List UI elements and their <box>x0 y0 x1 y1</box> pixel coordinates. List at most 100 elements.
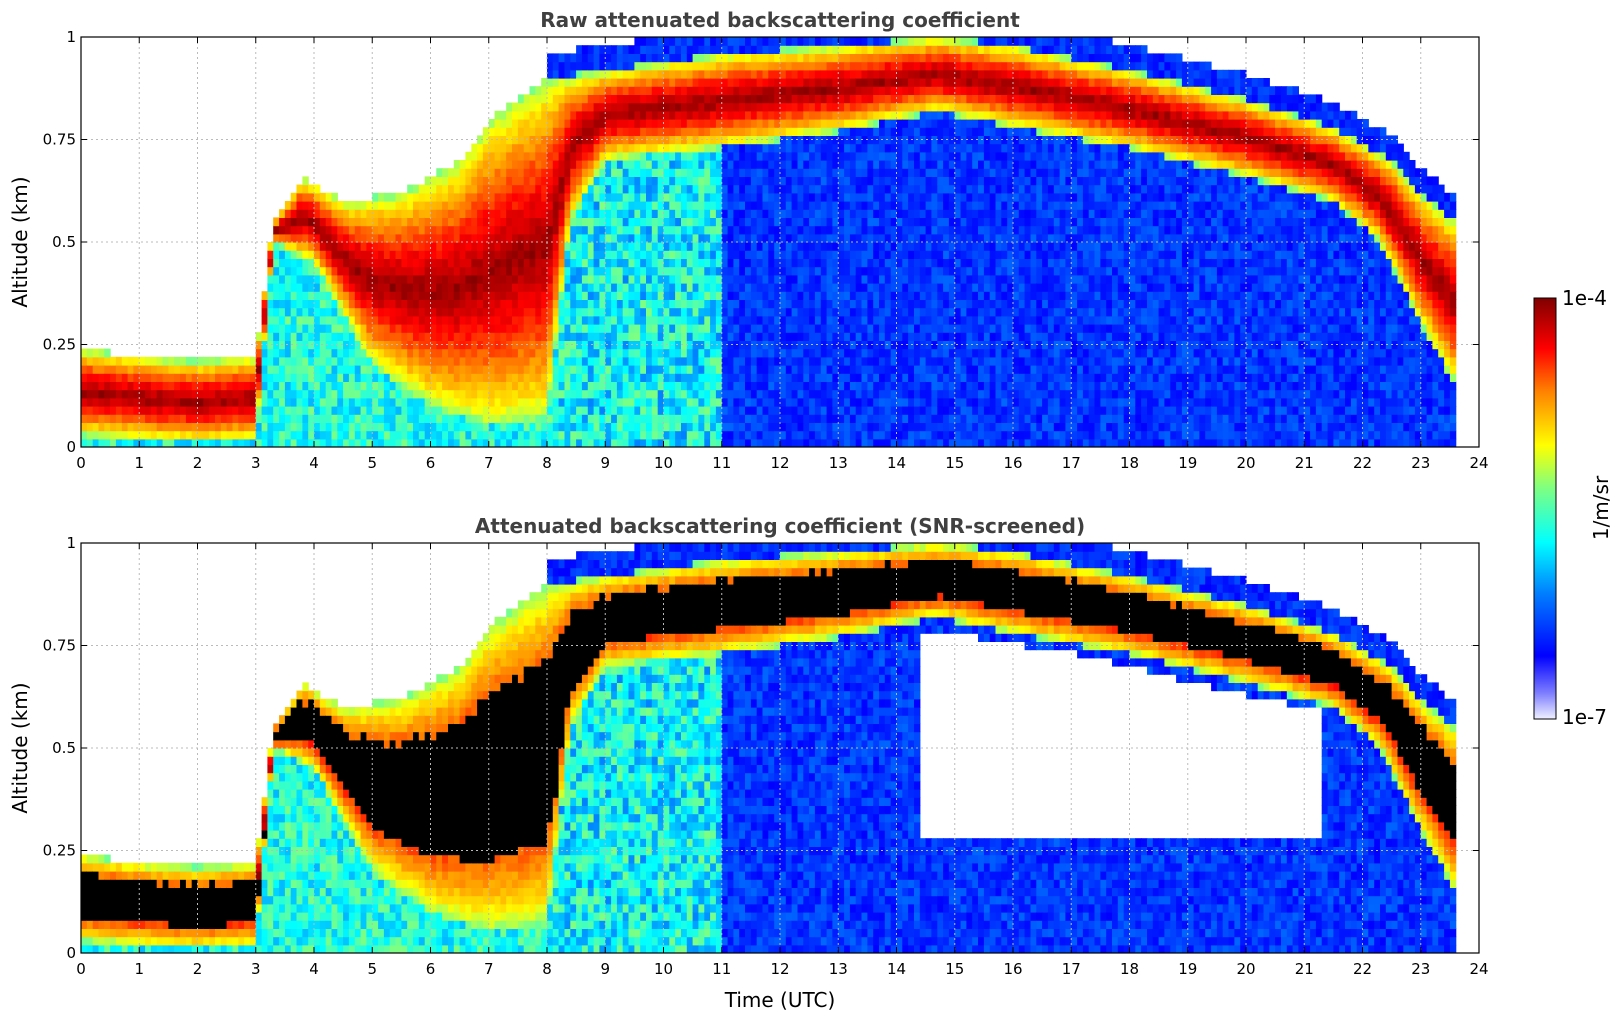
heatmap-cell <box>459 258 466 268</box>
heatmap-cell <box>319 422 327 432</box>
heatmap-cell <box>721 94 729 104</box>
heatmap-cell <box>692 340 699 350</box>
heatmap-cell <box>785 406 793 415</box>
heatmap-cell <box>185 356 193 366</box>
heatmap-cell <box>547 217 554 227</box>
heatmap-cell <box>785 217 793 227</box>
heatmap-cell <box>523 397 531 407</box>
heatmap-cell <box>809 168 816 177</box>
heatmap-cell <box>331 233 338 243</box>
heatmap-cell <box>686 110 694 120</box>
heatmap-cell <box>273 397 280 407</box>
heatmap-cell <box>739 119 746 128</box>
heatmap-cell <box>564 397 571 407</box>
heatmap-cell <box>634 225 641 235</box>
heatmap-cell <box>424 414 432 423</box>
heatmap-cell <box>442 225 449 235</box>
heatmap-cell <box>535 397 542 407</box>
heatmap-cell <box>413 201 420 210</box>
heatmap-cell <box>884 233 892 243</box>
heatmap-cell <box>710 315 717 325</box>
heatmap-cell <box>721 151 729 161</box>
heatmap-cell <box>721 340 729 350</box>
heatmap-cell <box>692 332 699 341</box>
heatmap-cell <box>721 389 729 399</box>
heatmap-cell <box>558 438 565 447</box>
heatmap-cell <box>150 422 158 432</box>
heatmap-cell <box>92 422 100 432</box>
heatmap-cell <box>640 389 647 399</box>
heatmap-cell <box>616 86 624 95</box>
heatmap-cell <box>86 348 94 358</box>
heatmap-cell <box>413 209 420 218</box>
heatmap-cell <box>733 61 740 71</box>
heatmap-cell <box>721 332 729 341</box>
heatmap-cell <box>436 168 443 177</box>
heatmap-cell <box>704 324 711 333</box>
heatmap-cell <box>844 324 851 333</box>
heatmap-cell <box>692 389 699 399</box>
heatmap-cell <box>884 397 892 407</box>
heatmap-cell <box>739 233 746 243</box>
heatmap-cell <box>587 373 595 382</box>
heatmap-cell <box>791 438 798 447</box>
heatmap-cell <box>343 414 350 423</box>
heatmap-cell <box>453 373 461 382</box>
heatmap-cell <box>605 69 612 79</box>
heatmap-cell <box>331 373 338 382</box>
heatmap-cell <box>721 250 729 259</box>
heatmap-cell <box>814 414 822 423</box>
heatmap-cell <box>593 53 600 63</box>
heatmap-cell <box>395 324 402 333</box>
heatmap-cell <box>302 414 309 423</box>
heatmap-cell <box>552 283 560 292</box>
heatmap-cell <box>331 299 338 309</box>
heatmap-cell <box>686 307 694 317</box>
heatmap-cell <box>587 45 595 54</box>
heatmap-cell <box>570 307 577 317</box>
heatmap-cell <box>844 184 851 194</box>
heatmap-cell <box>558 225 565 235</box>
heatmap-cell <box>785 340 793 350</box>
heatmap-cell <box>261 299 268 309</box>
heatmap-cell <box>698 45 705 54</box>
heatmap-cell <box>564 86 571 95</box>
heatmap-cell <box>739 45 746 54</box>
heatmap-cell <box>482 365 490 374</box>
heatmap-cell <box>581 45 589 54</box>
heatmap-cell <box>814 406 822 415</box>
heatmap-cell <box>873 233 880 243</box>
heatmap-cell <box>448 438 455 447</box>
heatmap-cell <box>681 78 688 87</box>
heatmap-cell <box>581 356 589 366</box>
heatmap-cell <box>261 332 268 341</box>
heatmap-cell <box>471 242 478 251</box>
heatmap-cell <box>768 438 775 447</box>
heatmap-cell <box>803 250 810 259</box>
heatmap-cell <box>442 233 449 243</box>
heatmap-cell <box>838 127 845 136</box>
heatmap-cell <box>727 299 734 309</box>
heatmap-cell <box>750 119 758 128</box>
heatmap-cell <box>663 225 670 235</box>
heatmap-cell <box>599 291 606 300</box>
heatmap-cell <box>861 250 868 259</box>
heatmap-cell <box>785 258 793 268</box>
heatmap-cell <box>599 324 606 333</box>
heatmap-cell <box>640 250 647 259</box>
heatmap-cell <box>739 151 746 161</box>
heatmap-cell <box>803 168 810 177</box>
heatmap-cell <box>395 192 402 202</box>
heatmap-cell <box>104 414 111 423</box>
heatmap-cell <box>750 381 758 391</box>
heatmap-cell <box>791 258 798 268</box>
heatmap-cell <box>826 283 833 292</box>
heatmap-cell <box>849 373 857 382</box>
heatmap-cell <box>657 422 665 432</box>
heatmap-cell <box>832 283 839 292</box>
heatmap-cell <box>634 274 641 284</box>
heatmap-cell <box>721 78 729 87</box>
heatmap-cell <box>319 348 327 358</box>
heatmap-cell <box>745 209 752 218</box>
heatmap-cell <box>855 340 863 350</box>
